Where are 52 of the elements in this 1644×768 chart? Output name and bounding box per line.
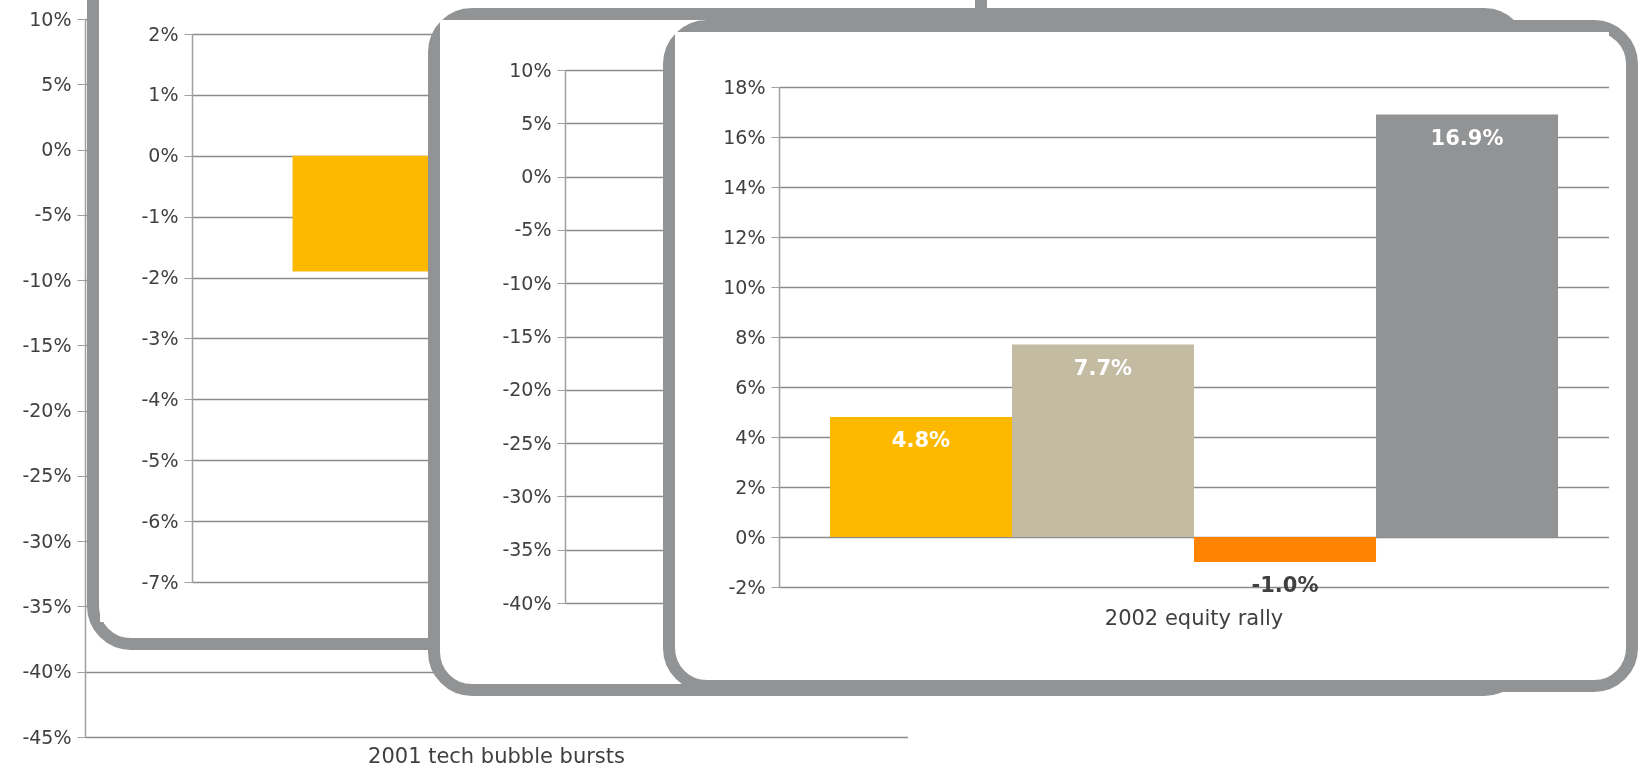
y-tick-label: -5%: [514, 218, 552, 241]
y-tick-label: -15%: [22, 333, 72, 356]
bar: [1011, 344, 1194, 537]
y-tick-label: -10%: [502, 271, 552, 294]
y-tick-label: -3%: [141, 326, 179, 349]
y-tick-label: -35%: [22, 594, 72, 617]
y-tick-label: -1%: [141, 205, 179, 228]
y-tick-label: 8%: [735, 325, 766, 348]
y-tick-label: -40%: [22, 660, 72, 683]
y-tick-label: 2%: [148, 22, 179, 45]
data-label: 16.9%: [1430, 125, 1504, 150]
y-tick-label: -4%: [141, 387, 179, 410]
y-tick-label: -35%: [502, 538, 552, 561]
y-tick-label: -45%: [22, 725, 72, 748]
y-tick-label: -40%: [502, 591, 552, 614]
bar: [1194, 537, 1377, 562]
y-tick-label: -5%: [141, 448, 179, 471]
y-tick-label: -30%: [502, 484, 552, 507]
data-label: 7.7%: [1073, 355, 1133, 380]
y-tick-label: 0%: [148, 144, 179, 167]
y-tick-label: -5%: [34, 203, 72, 226]
y-tick-label: 4%: [735, 425, 766, 448]
y-tick-label: 1%: [148, 83, 179, 106]
y-tick-label: 10%: [509, 58, 552, 81]
y-tick-label: 14%: [723, 175, 766, 198]
y-tick-label: 5%: [521, 111, 552, 134]
y-tick-label: 18%: [723, 75, 766, 98]
y-tick-label: 0%: [521, 165, 552, 188]
y-tick-label: -20%: [502, 378, 552, 401]
x-tick-label: 2001 tech bubble bursts: [368, 743, 625, 768]
y-tick-label: -30%: [22, 529, 72, 552]
y-tick-label: 6%: [735, 375, 766, 398]
y-tick-label: -6%: [141, 509, 179, 532]
data-label: 4.8%: [891, 428, 951, 452]
y-tick-label: 0%: [41, 138, 72, 161]
y-tick-label: -7%: [141, 570, 179, 593]
y-tick-label: -20%: [22, 399, 72, 422]
y-tick-label: -10%: [22, 268, 72, 291]
x-tick-label: 2002 equity rally: [1104, 605, 1284, 630]
y-tick-label: -2%: [728, 575, 766, 598]
y-tick-label: 10%: [29, 7, 72, 30]
y-tick-label: 2%: [735, 475, 766, 498]
y-tick-label: 5%: [41, 72, 72, 95]
y-tick-label: 16%: [723, 125, 766, 148]
y-tick-label: -2%: [141, 266, 179, 289]
y-tick-label: 10%: [723, 275, 766, 298]
bar: [829, 417, 1012, 537]
y-tick-label: 12%: [723, 225, 766, 248]
y-tick-label: -15%: [502, 325, 552, 347]
y-tick-label: -25%: [22, 464, 72, 487]
y-tick-label: -25%: [502, 431, 552, 454]
y-tick-label: 0%: [735, 525, 766, 548]
